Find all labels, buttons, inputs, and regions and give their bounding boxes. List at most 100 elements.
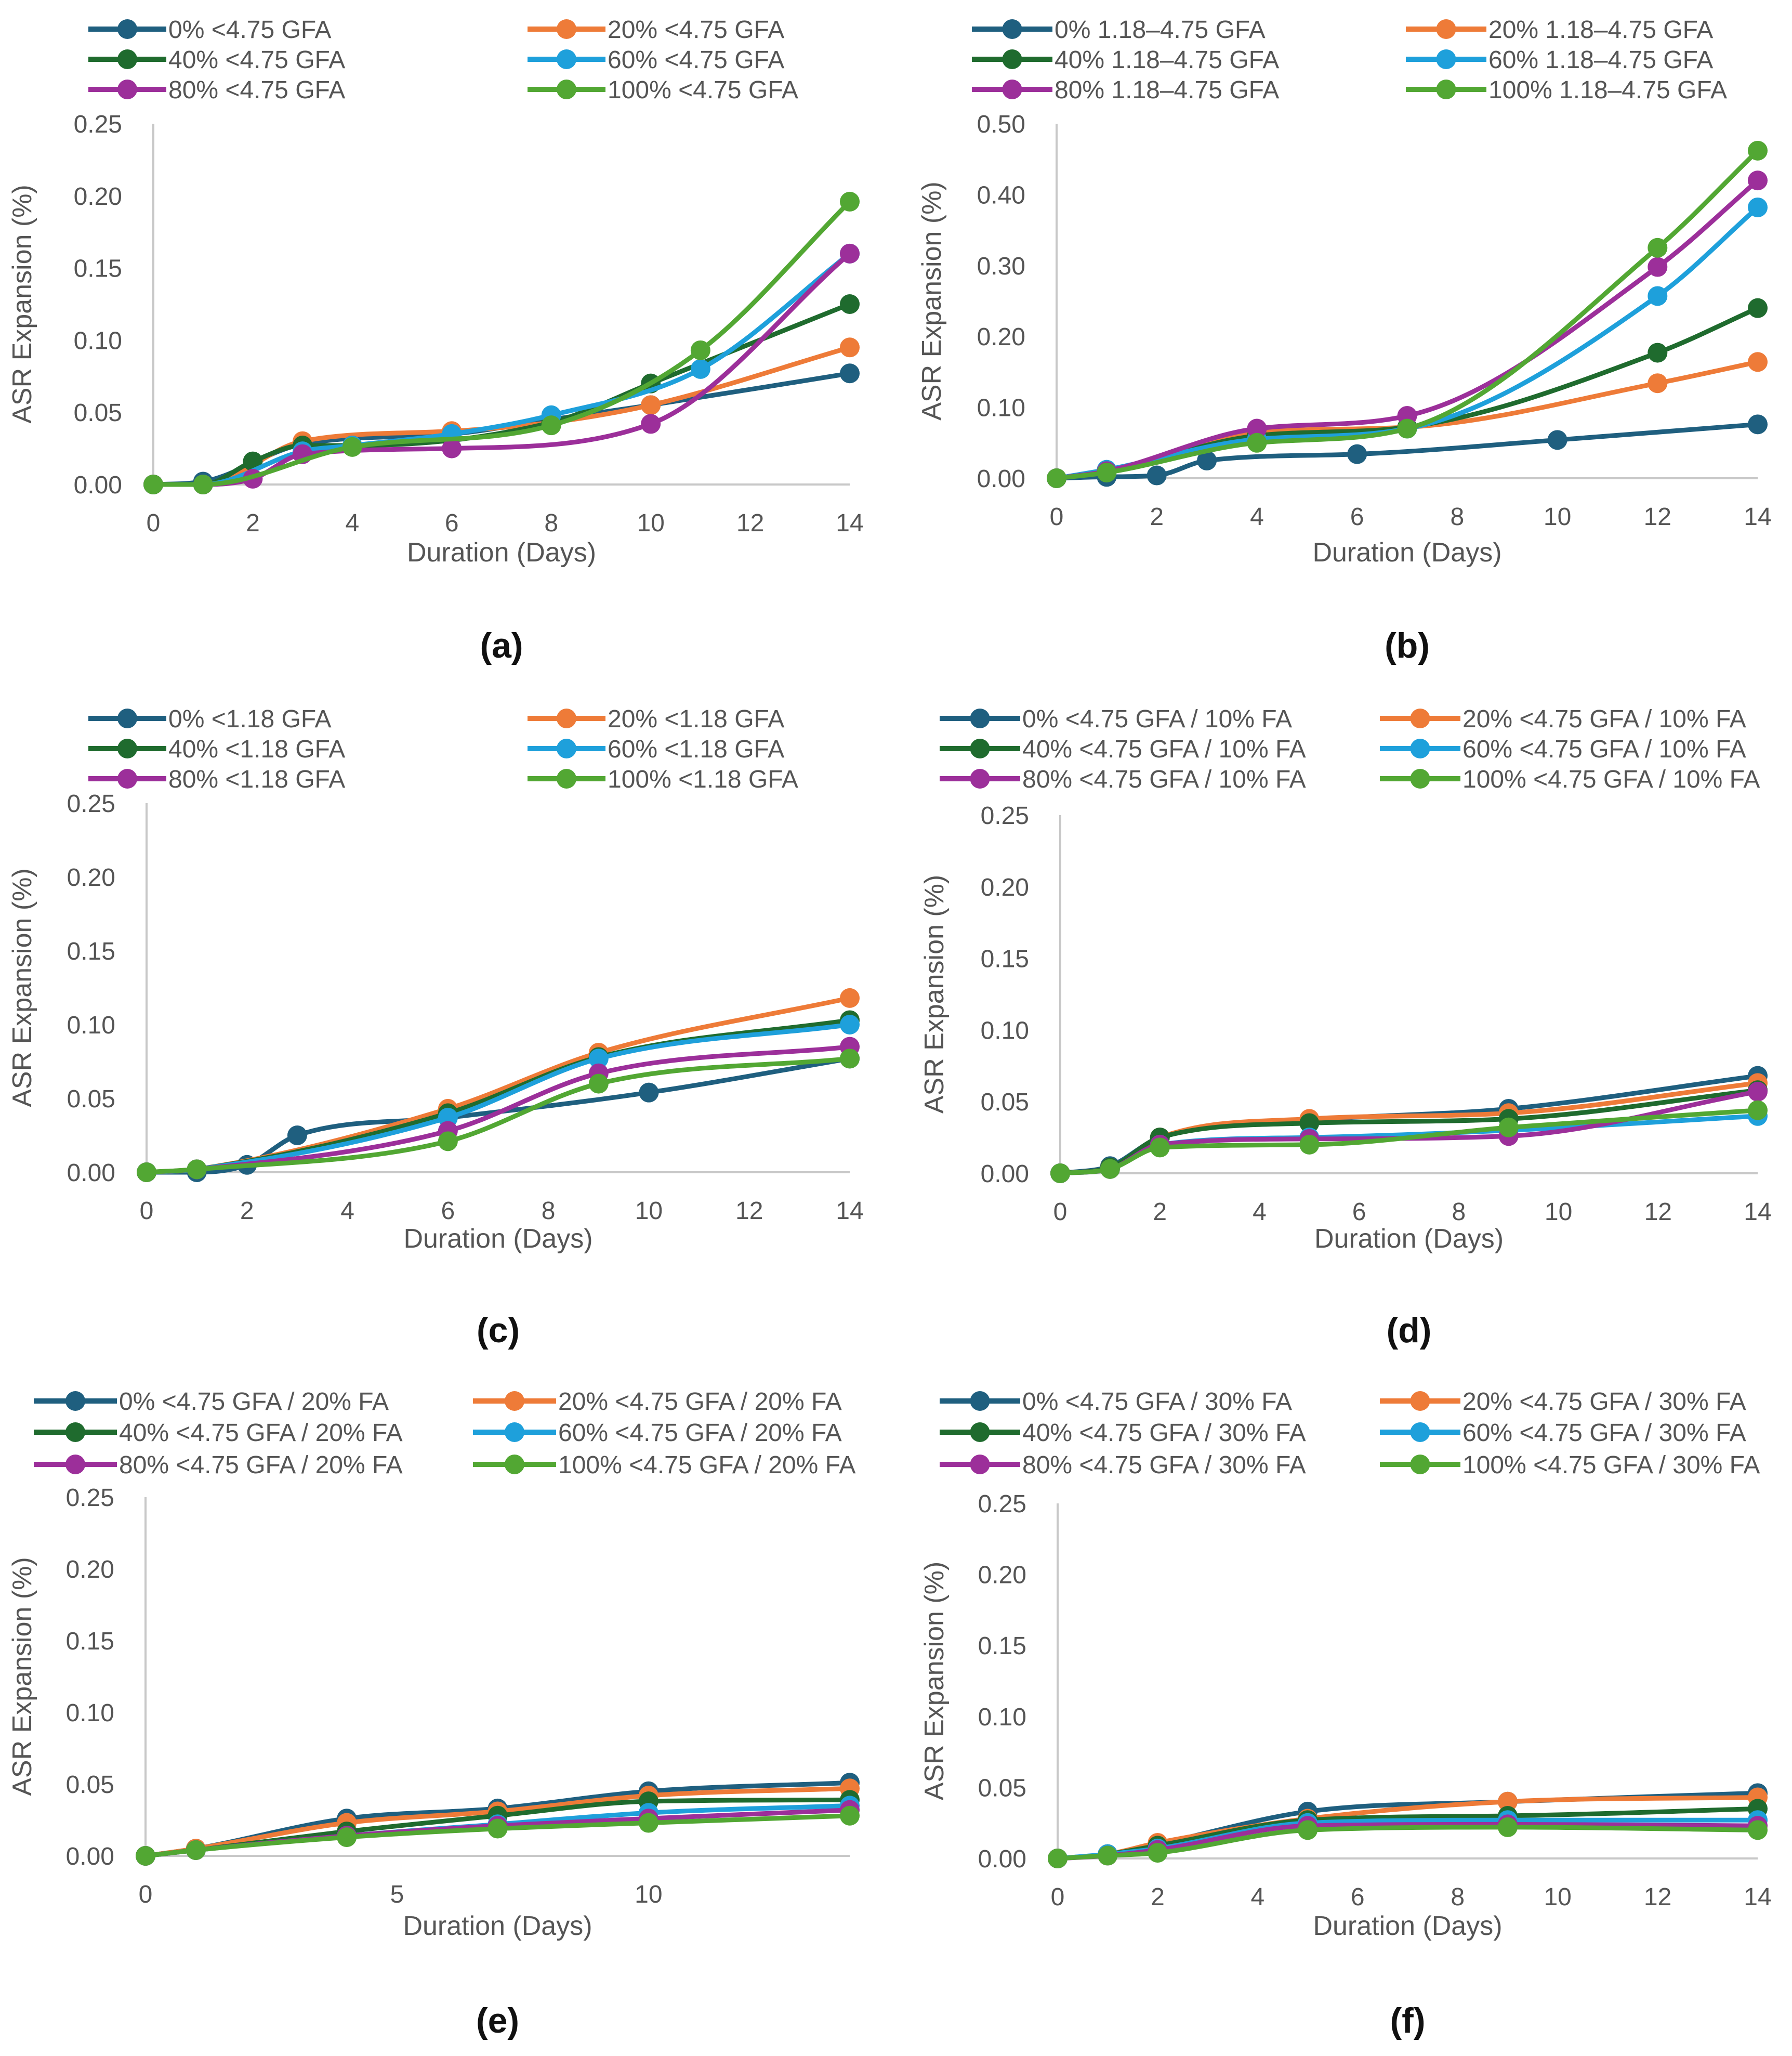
legend-entry-label: 100% <4.75 GFA / 30% FA (1462, 1451, 1760, 1479)
x-tick-label: 6 (441, 1197, 455, 1225)
data-point (1150, 1137, 1170, 1158)
legend-entry-label: 40% <4.75 GFA / 20% FA (119, 1419, 403, 1447)
data-point (1097, 463, 1117, 483)
y-tick-label: 0.25 (981, 802, 1029, 830)
legend-entry-label: 100% <4.75 GFA (608, 76, 798, 104)
legend-entry-label: 60% <4.75 GFA / 10% FA (1462, 736, 1746, 763)
legend-entry-label: 0% <4.75 GFA / 20% FA (119, 1388, 389, 1416)
data-point (193, 475, 213, 494)
data-point (840, 1049, 860, 1069)
y-tick-label: 0.05 (74, 399, 122, 427)
x-tick-label: 12 (1644, 1198, 1672, 1226)
chart-panel-4: 0.00 0.05 0.10 0.15 0.20 0.25 0 2 4 6 8 10 12 14 Durat… (919, 705, 1772, 1350)
data-point (840, 1805, 860, 1826)
legend-swatch-marker (1410, 1455, 1430, 1474)
x-tick-label: 6 (445, 509, 459, 537)
legend-entry-label: 60% 1.18–4.75 GFA (1488, 46, 1713, 74)
legend-swatch-marker (505, 1455, 524, 1474)
legend-swatch-marker (505, 1391, 524, 1411)
y-tick-label: 0.10 (66, 1699, 114, 1727)
x-tick-label: 6 (1351, 1883, 1365, 1911)
legend-entry-label: 100% 1.18–4.75 GFA (1488, 76, 1727, 104)
panel-caption: (f) (1390, 2001, 1426, 2040)
y-tick-label: 0.20 (981, 874, 1029, 901)
legend-swatch-marker (117, 80, 137, 99)
legend-entry-label: 20% <1.18 GFA (608, 705, 784, 733)
x-tick-label: 10 (1544, 1883, 1571, 1911)
x-tick-label: 10 (1544, 503, 1571, 531)
x-tick-label: 14 (1744, 1883, 1771, 1911)
y-axis-title: ASR Expansion (%) (917, 181, 947, 421)
data-point (690, 340, 710, 360)
x-tick-label: 4 (1251, 1883, 1265, 1911)
legend-swatch-marker (557, 709, 576, 728)
y-tick-label: 0.50 (977, 111, 1025, 138)
legend-entry-label: 80% <4.75 GFA / 10% FA (1022, 766, 1306, 793)
legend-entry-label: 80% <4.75 GFA (168, 76, 345, 104)
data-point (1748, 171, 1768, 191)
data-point (1547, 430, 1567, 450)
data-point (442, 438, 462, 459)
data-point (1050, 1163, 1070, 1183)
data-point (1497, 1817, 1518, 1837)
data-point (1748, 414, 1768, 435)
legend-swatch-marker (557, 49, 576, 69)
x-axis-title: Duration (Days) (403, 1224, 592, 1254)
legend-swatch-marker (970, 1391, 990, 1411)
legend-entry-label: 60% <1.18 GFA (608, 736, 784, 763)
legend-swatch-marker (1002, 80, 1022, 99)
legend-swatch-marker (970, 1422, 990, 1442)
panel-caption: (e) (476, 2001, 519, 2040)
x-tick-label: 14 (1744, 1198, 1771, 1226)
x-tick-label: 12 (735, 1197, 763, 1225)
data-point (840, 1015, 860, 1034)
data-point (1048, 1849, 1068, 1868)
x-tick-label: 4 (1253, 1198, 1267, 1226)
y-tick-label: 0.25 (67, 790, 115, 818)
legend-entry-label: 100% <4.75 GFA / 10% FA (1462, 766, 1760, 793)
legend-entry-label: 80% <4.75 GFA / 30% FA (1022, 1451, 1306, 1479)
y-axis-title: ASR Expansion (%) (7, 1557, 37, 1796)
chart-panel-6: 0.00 0.05 0.10 0.15 0.20 0.25 0 2 4 6 8 10 12 14 Durat… (919, 1388, 1772, 2040)
y-tick-label: 0.00 (67, 1159, 115, 1187)
x-tick-label: 2 (246, 509, 260, 537)
legend-swatch-marker (1410, 769, 1430, 789)
y-tick-label: 0.20 (977, 323, 1025, 351)
chart-panel-2: 0.00 0.10 0.20 0.30 0.40 0.50 0 2 4 6 8 10 12 14 Durat… (917, 16, 1772, 665)
legend-entry-label: 0% <1.18 GFA (168, 705, 332, 733)
x-tick-label: 0 (139, 1881, 153, 1908)
legend-entry-label: 100% <1.18 GFA (608, 766, 798, 793)
y-tick-label: 0.15 (66, 1628, 114, 1655)
legend-swatch-marker (1002, 49, 1022, 69)
data-point (137, 1162, 156, 1182)
x-tick-label: 2 (1150, 503, 1164, 531)
data-point (1247, 418, 1267, 439)
legend-entry-label: 0% <4.75 GFA (168, 16, 332, 44)
data-point (1100, 1159, 1120, 1179)
data-point (1648, 343, 1668, 363)
x-tick-label: 8 (542, 1197, 556, 1225)
legend-entry-label: 60% <4.75 GFA (608, 46, 784, 74)
data-point (1648, 257, 1668, 277)
x-tick-label: 14 (836, 1197, 863, 1225)
x-axis-title: Duration (Days) (1313, 1911, 1502, 1941)
legend-swatch-marker (970, 769, 990, 789)
legend-swatch-marker (970, 1455, 990, 1474)
y-axis-title: ASR Expansion (%) (7, 868, 37, 1107)
y-tick-label: 0.15 (981, 946, 1029, 973)
data-point (438, 1131, 458, 1151)
legend-swatch-marker (557, 769, 576, 789)
x-tick-label: 0 (1051, 1883, 1065, 1911)
legend-entry-label: 0% <4.75 GFA / 10% FA (1022, 705, 1292, 733)
data-point (1748, 1820, 1768, 1840)
y-tick-label: 0.20 (67, 864, 115, 892)
data-point (1497, 1791, 1518, 1812)
x-tick-label: 2 (1153, 1198, 1167, 1226)
data-point (1299, 1113, 1320, 1133)
data-point (1748, 1081, 1768, 1102)
data-point (1748, 140, 1768, 161)
legend-entry-label: 40% <4.75 GFA (168, 46, 345, 74)
legend-swatch-marker (117, 709, 137, 728)
y-tick-label: 0.15 (67, 938, 115, 965)
data-point (641, 414, 661, 434)
